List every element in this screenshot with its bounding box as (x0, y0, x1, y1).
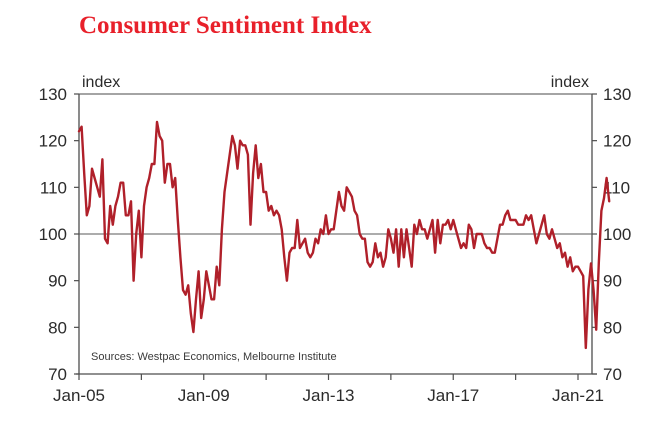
y-tick-label-right: 90 (603, 272, 622, 291)
y-tick-label-left: 110 (40, 178, 67, 197)
x-tick-label: Jan-05 (53, 386, 105, 405)
chart-title: Consumer Sentiment Index (79, 12, 372, 39)
y-tick-label-right: 120 (603, 132, 631, 151)
y-tick-label-left: 70 (48, 365, 67, 384)
y-tick-label-left: 120 (39, 132, 67, 151)
x-tick-label: Jan-17 (427, 386, 479, 405)
y-tick-label-right: 130 (603, 85, 631, 104)
y-tick-label-right: 110 (603, 178, 630, 197)
y-tick-label-left: 90 (48, 272, 67, 291)
y-ticks-right: 70 80 90 100 110 120 130 (592, 85, 631, 384)
axes (76, 93, 597, 375)
y-axis-label-right: index (551, 74, 589, 91)
y-ticks-left: 70 80 90 100 110 120 130 (39, 85, 79, 384)
data-points (78, 121, 610, 348)
x-ticks: Jan-05 Jan-09 Jan-13 Jan-17 Jan-21 (53, 374, 604, 405)
y-tick-label-right: 70 (603, 365, 622, 384)
x-tick-label: Jan-13 (303, 386, 355, 405)
series-line-consumer-sentiment (77, 120, 611, 350)
y-tick-label-right: 80 (603, 318, 622, 337)
y-tick-label-left: 80 (48, 318, 67, 337)
y-axis-label-left: index (82, 74, 120, 91)
y-tick-label-right: 100 (603, 225, 631, 244)
source-annotation: Sources: Westpac Economics, Melbourne In… (91, 351, 337, 363)
x-tick-label: Jan-21 (552, 386, 604, 405)
y-tick-label-left: 100 (39, 225, 67, 244)
x-tick-label: Jan-09 (178, 386, 230, 405)
y-tick-label-left: 130 (39, 85, 67, 104)
